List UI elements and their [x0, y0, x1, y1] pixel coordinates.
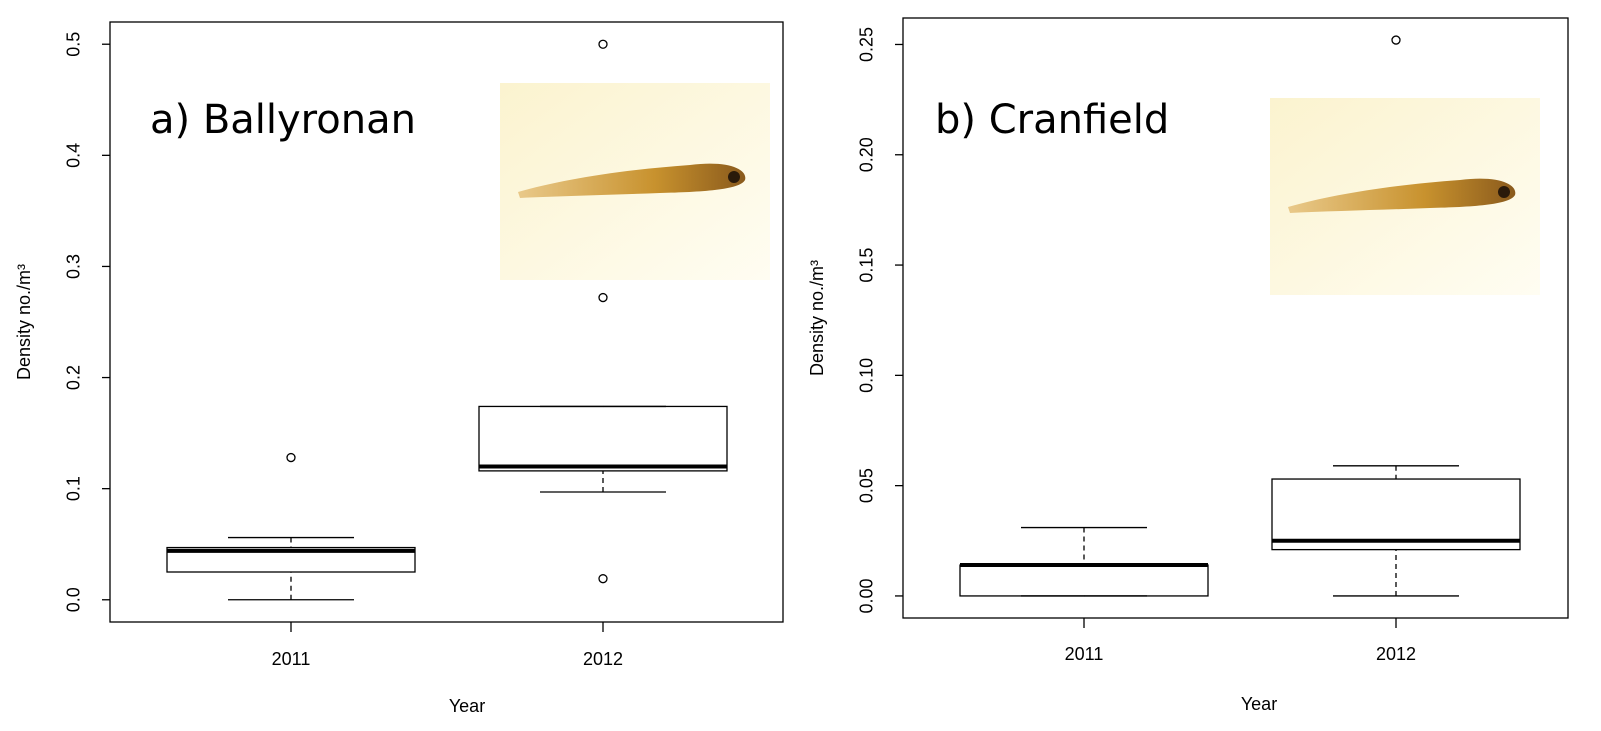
fish-image — [500, 83, 770, 280]
y-tick-label: 0.25 — [857, 27, 877, 62]
y-tick-label: 0.5 — [64, 32, 84, 57]
outlier — [287, 454, 295, 462]
y-tick-label: 0.00 — [857, 578, 877, 613]
x-axis-label: Year — [449, 696, 485, 716]
y-tick-label: 0.2 — [64, 365, 84, 390]
y-tick-label: 0.15 — [857, 248, 877, 283]
y-axis-label: Density no./m³ — [807, 260, 827, 376]
outlier — [1392, 36, 1400, 44]
y-tick-label: 0.4 — [64, 143, 84, 168]
box — [479, 406, 727, 470]
x-axis-label: Year — [1241, 694, 1277, 714]
x-tick-label: 2011 — [272, 649, 311, 669]
outlier — [599, 294, 607, 302]
y-tick-label: 0.0 — [64, 587, 84, 612]
y-tick-label: 0.3 — [64, 254, 84, 279]
y-tick-label: 0.20 — [857, 137, 877, 172]
fish-image — [1270, 98, 1540, 295]
y-tick-label: 0.05 — [857, 468, 877, 503]
outlier — [599, 40, 607, 48]
y-tick-label: 0.10 — [857, 358, 877, 393]
outlier — [599, 575, 607, 583]
y-tick-label: 0.1 — [64, 476, 84, 501]
title: b) Cranfield — [935, 97, 1169, 143]
title: a) Ballyronan — [150, 97, 416, 143]
box — [960, 565, 1208, 596]
x-tick-label: 2011 — [1065, 644, 1104, 664]
x-tick-label: 2012 — [583, 649, 623, 669]
y-axis-label: Density no./m³ — [14, 264, 34, 380]
figure: 0.0 0.1 0.2 0.3 0.4 0.5 2011 2012 a) Ballyronan Y… — [0, 0, 1601, 731]
x-tick-label: 2012 — [1376, 644, 1416, 664]
